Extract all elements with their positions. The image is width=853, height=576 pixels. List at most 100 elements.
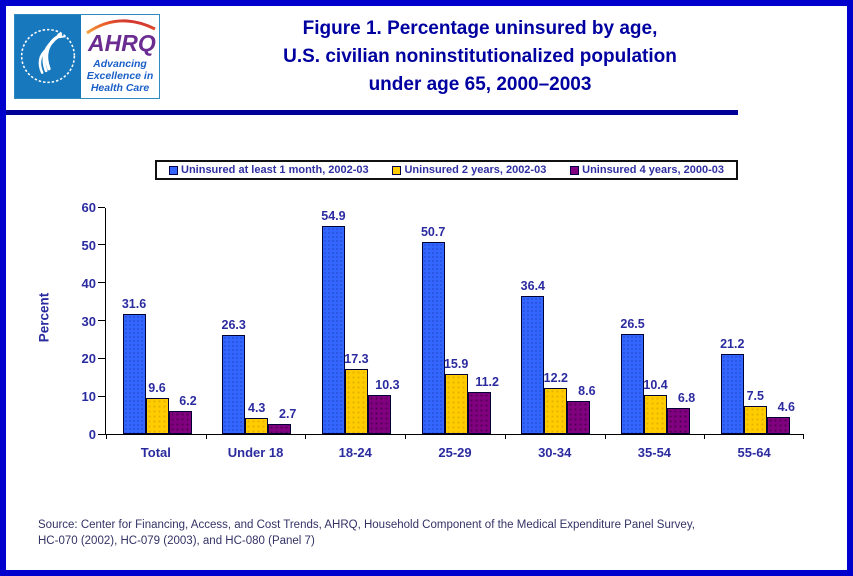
bar-value-25-29-series-0: 50.7 xyxy=(420,225,446,240)
x-axis-category-25-29: 25-29 xyxy=(438,445,472,460)
y-axis-tick-label-50: 50 xyxy=(81,237,96,253)
bar-18-24-series-0 xyxy=(321,226,345,434)
bar-18-24-series-1 xyxy=(344,368,368,434)
x-axis-tick-mark-0 xyxy=(106,434,107,439)
y-axis-title: Percent xyxy=(36,292,52,343)
bar-value-35-54-series-1: 10.4 xyxy=(643,377,668,392)
bar-value-30-34-series-2: 8.6 xyxy=(578,384,596,399)
x-axis-tick-mark-2 xyxy=(305,434,307,439)
y-axis-tick-label-40: 40 xyxy=(81,275,96,291)
x-axis-category-55-64: 55-64 xyxy=(737,445,771,460)
legend-item-1: Uninsured 2 years, 2002-03 xyxy=(392,164,546,176)
bar-value-Total-series-2: 6.2 xyxy=(179,393,197,408)
bar-25-29-series-1 xyxy=(444,373,468,434)
y-axis-tick-label-60: 60 xyxy=(81,200,96,215)
x-axis-tick-mark-7 xyxy=(803,434,804,439)
legend-label-0: Uninsured at least 1 month, 2002-03 xyxy=(181,164,369,176)
legend-swatch-0 xyxy=(169,165,178,175)
bar-55-64-series-1 xyxy=(743,405,767,434)
bar-value-Total-series-1: 9.6 xyxy=(148,380,166,395)
bar-18-24-series-2 xyxy=(367,395,391,434)
y-axis-tick-label-30: 30 xyxy=(81,313,96,329)
bar-25-29-series-2 xyxy=(467,391,491,434)
bar-35-54-series-0 xyxy=(621,333,645,434)
hhs-seal xyxy=(15,15,81,98)
bar-Total-series-2 xyxy=(168,410,192,434)
bar-value-55-64-series-2: 4.6 xyxy=(777,399,795,414)
x-axis-category-Total: Total xyxy=(140,445,171,460)
source-line-2: HC-070 (2002), HC-079 (2003), and HC-080… xyxy=(38,535,315,547)
bar-value-35-54-series-0: 26.5 xyxy=(620,316,645,331)
y-axis-tick-label-0: 0 xyxy=(88,427,96,442)
tagline-line-2: Excellence in xyxy=(86,70,154,82)
bar-value-Under 18-series-0: 26.3 xyxy=(221,317,246,332)
x-axis-tick-mark-5 xyxy=(604,434,606,439)
y-axis-tick-mark-20 xyxy=(98,357,105,359)
bar-55-64-series-2 xyxy=(766,416,790,434)
bar-value-30-34-series-0: 36.4 xyxy=(520,279,546,294)
bar-35-54-series-2 xyxy=(667,408,691,434)
y-axis-tick-mark-50 xyxy=(98,244,105,246)
y-axis-tick-mark-0 xyxy=(98,433,105,435)
bar-30-34-series-1 xyxy=(544,387,568,434)
bar-value-Total-series-0: 31.6 xyxy=(121,297,147,312)
legend-label-1: Uninsured 2 years, 2002-03 xyxy=(404,164,547,176)
chart-legend: Uninsured at least 1 month, 2002-03 Unins… xyxy=(155,160,738,180)
title-divider-rule xyxy=(6,110,738,115)
y-axis-tick-mark-30 xyxy=(98,320,105,321)
bar-value-25-29-series-1: 15.9 xyxy=(443,356,469,371)
y-axis-tick-mark-10 xyxy=(98,395,105,397)
bar-value-18-24-series-0: 54.9 xyxy=(321,209,346,224)
bar-value-18-24-series-1: 17.3 xyxy=(344,351,369,366)
legend-item-0: Uninsured at least 1 month, 2002-03 xyxy=(169,164,369,176)
bar-35-54-series-1 xyxy=(644,394,668,434)
x-axis-category-18-24: 18-24 xyxy=(338,445,372,460)
bar-value-18-24-series-2: 10.3 xyxy=(375,378,400,393)
x-axis-tick-mark-4 xyxy=(504,434,506,439)
figure-title-line-3: under age 65, 2000–2003 xyxy=(368,74,592,95)
bar-Under 18-series-0 xyxy=(222,334,246,434)
bar-25-29-series-0 xyxy=(421,242,445,434)
x-axis-tick-mark-3 xyxy=(405,434,407,439)
bar-Under 18-series-1 xyxy=(245,417,269,434)
y-axis-tick-label-10: 10 xyxy=(81,389,96,405)
ahrq-logo-panel: AHRQ Advancing Excellence in Health Care xyxy=(81,15,159,98)
bar-value-Under 18-series-1: 4.3 xyxy=(248,400,266,415)
bar-Total-series-0 xyxy=(122,314,146,434)
figure-title: Figure 1. Percentage uninsured by age, U… xyxy=(175,15,785,99)
bar-Total-series-1 xyxy=(145,397,169,434)
figure-title-line-2: U.S. civilian noninstitutionalized popul… xyxy=(283,46,677,67)
y-axis-tick-mark-40 xyxy=(98,282,105,284)
bar-30-34-series-0 xyxy=(521,296,545,434)
legend-swatch-2 xyxy=(570,165,580,175)
y-axis-tick-mark-60 xyxy=(98,206,105,208)
legend-label-2: Uninsured 4 years, 2000-03 xyxy=(582,164,724,176)
legend-item-2: Uninsured 4 years, 2000-03 xyxy=(570,164,724,176)
bar-value-Under 18-series-2: 2.7 xyxy=(279,406,297,421)
plot-area: 31.6 9.6 6.2 Total 26.3 4.3 2.7 Under 18 54.9 17.… xyxy=(98,206,804,460)
source-line-1: Source: Center for Financing, Access, an… xyxy=(38,519,695,531)
ahrq-tagline: Advancing Excellence in Health Care xyxy=(87,58,154,94)
x-axis-category-30-34: 30-34 xyxy=(538,445,572,460)
source-note: Source: Center for Financing, Access, an… xyxy=(38,517,828,549)
ahrq-hhs-logo: AHRQ Advancing Excellence in Health Care xyxy=(14,14,160,99)
tagline-line-1: Advancing xyxy=(93,58,147,70)
x-axis-category-Under 18: Under 18 xyxy=(227,445,284,460)
figure-title-line-1: Figure 1. Percentage uninsured by age, xyxy=(302,18,658,39)
bar-value-55-64-series-1: 7.5 xyxy=(746,388,764,403)
x-axis-tick-mark-1 xyxy=(205,434,207,439)
ahrq-wordmark: AHRQ xyxy=(87,30,156,56)
bar-value-25-29-series-2: 11.2 xyxy=(475,374,499,389)
hhs-eagle-icon xyxy=(20,28,76,84)
bar-value-30-34-series-1: 12.2 xyxy=(543,370,569,385)
legend-swatch-1 xyxy=(392,165,402,175)
bar-value-35-54-series-2: 6.8 xyxy=(677,391,696,406)
ahrq-rainbow-arc-icon: AHRQ xyxy=(86,19,156,56)
bar-value-55-64-series-0: 21.2 xyxy=(720,336,745,351)
bar-55-64-series-0 xyxy=(720,353,744,434)
x-axis-tick-mark-6 xyxy=(704,434,706,439)
bar-30-34-series-2 xyxy=(567,401,591,434)
y-axis-tick-label-20: 20 xyxy=(81,351,96,367)
x-axis-category-35-54: 35-54 xyxy=(637,445,672,460)
